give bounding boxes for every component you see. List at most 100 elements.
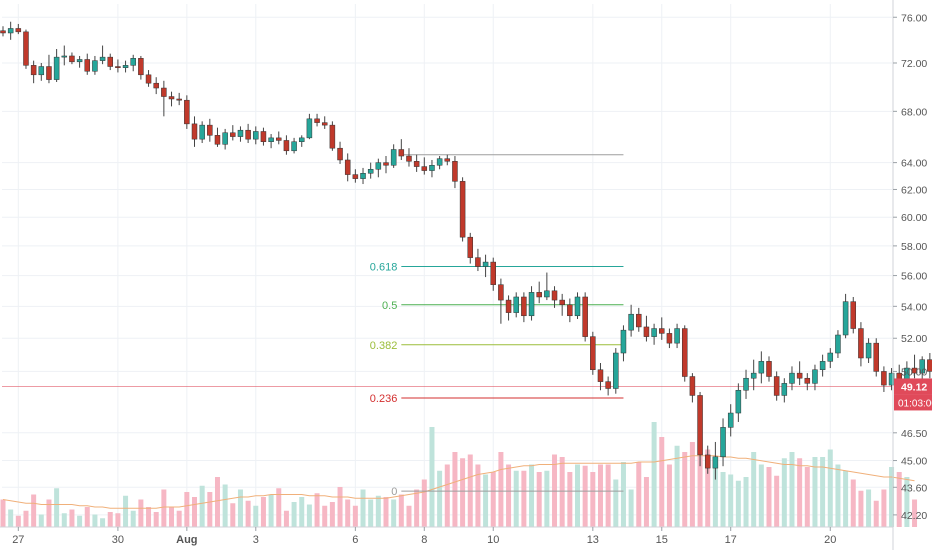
candle-body xyxy=(353,175,358,179)
candle-body xyxy=(1,31,6,33)
candle-body xyxy=(529,292,534,315)
candle-body xyxy=(667,333,672,343)
candle-body xyxy=(345,160,350,175)
price-tick-label: 72.00 xyxy=(901,58,927,70)
volume-bar xyxy=(629,490,634,528)
volume-bar xyxy=(177,511,182,527)
volume-bar xyxy=(161,490,166,528)
volume-bar xyxy=(207,492,212,527)
candle-body xyxy=(31,65,36,74)
volume-bar xyxy=(315,493,320,527)
candle-body xyxy=(805,378,810,383)
candle-body xyxy=(276,138,281,141)
volume-bar xyxy=(498,452,503,527)
volume-bar xyxy=(797,458,802,527)
candle-body xyxy=(590,337,595,370)
candle-body xyxy=(230,133,235,137)
volume-bar xyxy=(659,437,664,527)
candle-body xyxy=(567,305,572,316)
time-tick-label: 27 xyxy=(12,534,24,546)
current-price-label: 49.12 xyxy=(901,381,927,393)
volume-bar xyxy=(789,452,794,527)
volume-bar xyxy=(835,465,840,528)
volume-bar xyxy=(85,507,90,527)
candle-body xyxy=(690,377,695,396)
time-tick-label: 8 xyxy=(421,534,427,546)
candle-body xyxy=(866,343,871,358)
volume-bar xyxy=(77,516,82,527)
candle-body xyxy=(330,125,335,148)
volume-bar xyxy=(154,512,159,527)
volume-bar xyxy=(721,472,726,527)
price-tick-label: 76.00 xyxy=(901,12,927,24)
candle-body xyxy=(728,413,733,427)
candle-body xyxy=(338,148,343,160)
volume-bar xyxy=(146,507,151,527)
volume-bar xyxy=(230,503,235,527)
candle-body xyxy=(514,297,519,313)
price-tick-label: 62.00 xyxy=(901,184,927,196)
time-tick-label: 15 xyxy=(656,534,668,546)
volume-bar xyxy=(621,462,626,527)
candle-body xyxy=(705,455,710,468)
candle-body xyxy=(16,28,21,31)
price-tick-label: 68.00 xyxy=(901,106,927,118)
volume-bar xyxy=(437,471,442,527)
candle-body xyxy=(644,327,649,337)
volume-bar xyxy=(751,452,756,527)
price-tick-label: 45.00 xyxy=(901,456,927,468)
volume-bar xyxy=(138,500,143,528)
volume-bar xyxy=(644,477,649,527)
candle-body xyxy=(406,156,411,161)
volume-bar xyxy=(31,495,36,528)
volume-bar xyxy=(361,490,366,528)
volume-bar xyxy=(200,486,205,527)
candle-body xyxy=(491,262,496,285)
candle-body xyxy=(521,297,526,316)
volume-bar xyxy=(8,510,13,528)
volume-bar xyxy=(46,500,51,528)
candle-body xyxy=(368,169,373,173)
volume-bar xyxy=(774,476,779,527)
volume-bar xyxy=(583,466,588,527)
volume-bar xyxy=(399,495,404,528)
candle-body xyxy=(713,457,718,468)
volume-bar xyxy=(23,511,28,527)
volume-bar xyxy=(169,507,174,527)
volume-bar xyxy=(299,497,304,527)
candle-body xyxy=(269,138,274,142)
candle-body xyxy=(759,361,764,373)
candle-body xyxy=(575,297,580,316)
volume-bar xyxy=(253,506,258,527)
candle-body xyxy=(138,58,143,75)
volume-bar xyxy=(843,471,848,527)
volume-bar xyxy=(330,502,335,527)
candle-body xyxy=(682,329,687,377)
price-tick-label: 46.50 xyxy=(901,428,927,440)
volume-bar xyxy=(338,487,343,527)
candle-body xyxy=(207,125,212,135)
volume-bar xyxy=(115,513,120,527)
candle-body xyxy=(613,353,618,388)
volume-bar xyxy=(537,472,542,527)
candle-body xyxy=(391,149,396,165)
volume-bar xyxy=(322,506,327,527)
candle-body xyxy=(782,383,787,395)
candle-body xyxy=(154,83,159,88)
candle-body xyxy=(698,395,703,454)
candle-body xyxy=(85,59,90,71)
candle-body xyxy=(721,427,726,456)
candle-body xyxy=(797,373,802,378)
volume-bar xyxy=(184,492,189,527)
candle-body xyxy=(621,330,626,353)
price-tick-label: 43.60 xyxy=(901,482,927,494)
volume-bar xyxy=(598,465,603,528)
candle-body xyxy=(131,58,136,65)
candle-body xyxy=(284,140,289,150)
volume-bar xyxy=(92,515,97,528)
candle-body xyxy=(46,67,51,80)
candle-body xyxy=(537,292,542,297)
volume-bar xyxy=(215,477,220,527)
